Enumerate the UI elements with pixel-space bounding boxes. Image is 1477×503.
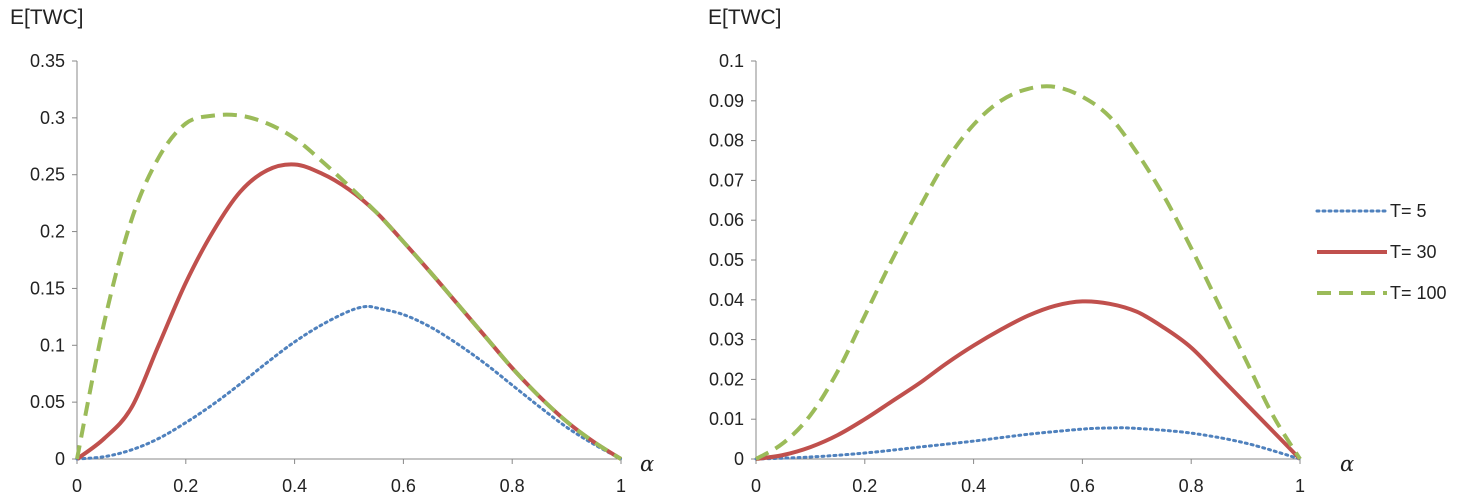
y-tick-label: 0.09 [709,91,744,111]
series-line-t-100 [754,84,1302,461]
series-line-t-5 [754,426,1302,461]
y-tick-label: 0.1 [719,51,744,71]
legend: T= 5 T= 30 T= 100 [1315,201,1447,303]
x-tick-label: 1 [1295,476,1305,496]
x-axis-title: α [1340,452,1354,476]
chart-1: 0 0.05 0.1 0.15 0.2 0.25 0.3 0.35 0 0.2 0.4 0.6 0.8 1… [10,6,654,496]
x-tick-label: 1 [616,476,626,496]
x-tick-label: 0.6 [391,476,416,496]
y-tick-label: 0.02 [709,369,744,389]
legend-label: T= 30 [1390,242,1437,262]
y-tick-label: 0.35 [30,51,65,71]
x-tick-label: 0.8 [1179,476,1204,496]
y-tick-label: 0 [734,449,744,469]
series-line-t-5 [75,304,623,461]
series-line-t-100 [75,112,623,461]
x-tick-label: 0 [72,476,82,496]
x-tick-label: 0 [751,476,761,496]
y-tick-label: 0.06 [709,210,744,230]
series-line-t-30 [755,299,1302,461]
legend-label: T= 5 [1390,201,1427,221]
y-tick-label: 0.04 [709,290,744,310]
chart-2: 0 0.01 0.02 0.03 0.04 0.05 0.06 0.07 0.08 0.09 0.1… [708,6,1447,496]
x-tick-label: 0.6 [1070,476,1095,496]
y-tick-label: 0.07 [709,170,744,190]
y-tick-label: 0.15 [30,278,65,298]
x-tick-label: 0.2 [852,476,877,496]
x-tick-label: 0.8 [500,476,525,496]
y-axis-title: E[TWC] [10,6,84,29]
y-tick-label: 0.25 [30,165,65,185]
x-tick-label: 0.4 [282,476,307,496]
x-axis-title: α [640,452,654,476]
y-tick-label: 0.2 [40,222,65,242]
y-tick-label: 0.1 [40,335,65,355]
y-tick-label: 0.01 [709,409,744,429]
y-tick-label: 0 [55,449,65,469]
y-tick-label: 0.08 [709,131,744,151]
y-tick-label: 0.03 [709,330,744,350]
legend-label: T= 100 [1390,283,1447,303]
x-tick-label: 0.4 [961,476,986,496]
y-tick-label: 0.05 [709,250,744,270]
y-axis-title: E[TWC] [708,6,782,29]
y-tick-label: 0.05 [30,392,65,412]
y-tick-label: 0.3 [40,108,65,128]
x-tick-label: 0.2 [173,476,198,496]
